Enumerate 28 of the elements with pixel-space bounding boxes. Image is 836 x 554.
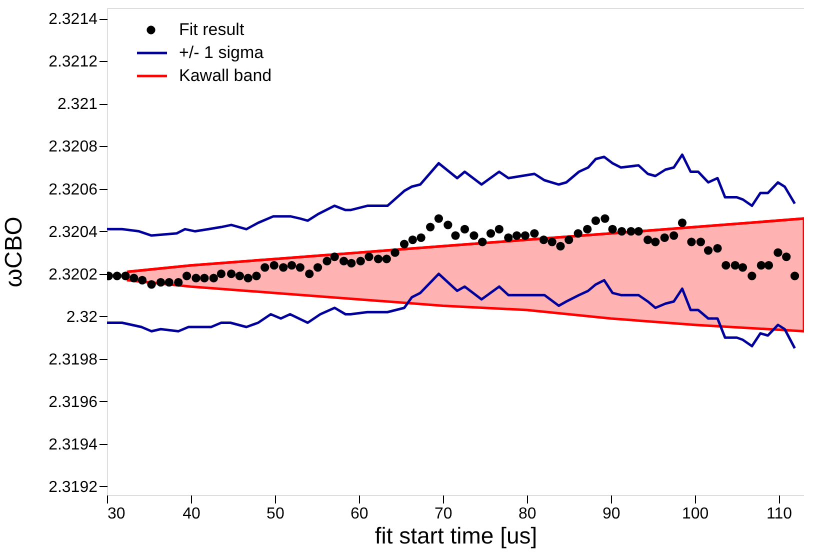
x-tick-label: 30 — [108, 506, 126, 522]
y-tick-label: 2.3196 — [48, 394, 98, 411]
y-tick-label: 2.3214 — [48, 11, 98, 28]
line-series — [107, 272, 796, 350]
y-tick-label: 2.3192 — [48, 478, 98, 496]
x-tick-label: 90 — [602, 506, 620, 522]
x-axis-title: fit start time [us] — [374, 522, 538, 548]
x-tick-label: 40 — [182, 506, 200, 522]
line-series — [107, 153, 796, 237]
x-tick-label: 110 — [766, 506, 792, 522]
x-tick-label: 60 — [350, 506, 368, 522]
x-tick-label: 80 — [518, 506, 536, 522]
y-axis-title: ωCBO — [0, 216, 28, 288]
legend-label: Kawall band — [179, 66, 272, 85]
y-tick-label: 2.3206 — [48, 181, 98, 198]
y-tick-label: 2.3204 — [48, 224, 98, 241]
y-tick-label: 2.3202 — [48, 266, 98, 284]
x-tick-label: 50 — [266, 506, 284, 522]
y-tick-label: 2.3208 — [48, 138, 98, 156]
legend-label: Fit result — [179, 20, 244, 39]
y-tick-label: 2.3194 — [48, 436, 98, 454]
y-tick-label: 2.321 — [57, 96, 98, 114]
y-tick-label: 2.3212 — [48, 54, 98, 71]
x-tick-label: 70 — [434, 506, 452, 522]
y-tick-label: 2.3198 — [48, 351, 98, 368]
y-tick-label: 2.32 — [66, 308, 98, 326]
legend-label: +/- 1 sigma — [179, 43, 264, 62]
x-tick-label: 100 — [682, 506, 709, 522]
